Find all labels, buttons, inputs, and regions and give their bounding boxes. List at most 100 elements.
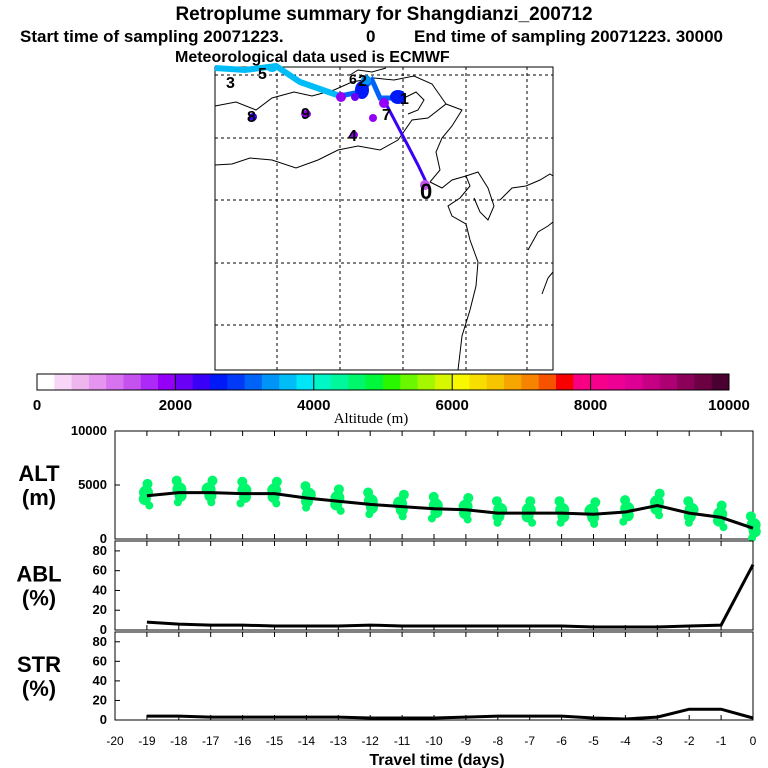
panel-alt: ALT(m) 10000 5000 0 [18, 423, 761, 546]
y-tick-label: 20 [93, 602, 107, 617]
trajectory-label-2: 2 [358, 73, 367, 90]
alt-cluster-point [525, 496, 536, 507]
trajectory-label-9: 9 [301, 106, 310, 123]
plume-trajectory [214, 62, 430, 187]
cluster-marker [390, 90, 406, 104]
panel-abl: ABL(%) 80 60 40 20 0 [16, 540, 755, 637]
y-tick-label: 20 [93, 692, 107, 707]
x-tick-label: 0 [750, 734, 757, 748]
colorbar-cell [538, 374, 557, 390]
colorbar-tick-label: 2000 [159, 397, 192, 414]
colorbar-tick-label: 10000 [708, 397, 750, 414]
trajectory-label-4: 4 [348, 128, 357, 145]
colorbar-cell [677, 374, 695, 390]
colorbar-cell [140, 374, 159, 390]
x-tick-label: -15 [266, 734, 284, 748]
colorbar-tick-labels: 0 2000 4000 6000 8000 10000 [33, 374, 750, 414]
colorbar-cell [158, 374, 176, 390]
colorbar-cell [123, 374, 142, 390]
colorbar-cell [711, 374, 730, 390]
colorbar-cell [625, 374, 643, 390]
cluster-marker [301, 110, 311, 118]
x-tick-label: -11 [394, 734, 411, 748]
alt-cluster-point [398, 489, 409, 500]
colorbar-cells [37, 374, 730, 390]
colorbar-cell [244, 374, 263, 390]
x-tick-label: -19 [138, 734, 156, 748]
x-tick-label: -1 [716, 734, 727, 748]
met-data-line: Meteorological data used is ECMWF [175, 49, 450, 66]
alt-cluster-point [654, 488, 665, 499]
alt-cluster-point [428, 491, 439, 502]
series-line-alt [146, 491, 754, 530]
trajectory-segment-near [383, 101, 430, 187]
colorbar-cell [54, 374, 73, 390]
colorbar: 0 2000 4000 6000 8000 10000 Altitude (m) [33, 373, 750, 427]
cluster-marker [267, 66, 277, 72]
colorbar-cell [521, 374, 540, 390]
cluster-marker [351, 93, 359, 101]
x-tick-label: -4 [620, 734, 631, 748]
cluster-marker [361, 75, 371, 85]
alt-cluster-point [463, 492, 474, 503]
series-line-str [146, 707, 754, 721]
cluster-marker [249, 113, 257, 121]
colorbar-tick-label: 4000 [297, 397, 330, 414]
map-graticule [215, 67, 553, 370]
panel-str: STR(%) 80 60 40 20 0 [17, 631, 754, 727]
colorbar-cell [313, 374, 332, 390]
trajectory-segment-mid [339, 75, 398, 101]
colorbar-cell [400, 374, 419, 390]
map-frame [214, 66, 554, 371]
x-tick-label: -13 [330, 734, 348, 748]
alt-cluster-point [142, 478, 153, 489]
colorbar-tick-label: 0 [33, 397, 41, 414]
x-axis-tick-labels: -20 -19 -18 -17 -16 -15 -14 -13 -12 -11 -10 -9 -8 -7-… [106, 734, 756, 748]
trajectory-label-8: 8 [247, 109, 256, 126]
panel-unit-alt: (m) [22, 485, 56, 510]
cluster-marker [355, 81, 369, 99]
colorbar-cell [227, 374, 246, 390]
alt-cluster-point [491, 496, 502, 507]
y-tick-label: 10000 [71, 423, 107, 438]
colorbar-cell [486, 374, 505, 390]
figure-title: Retroplume summary for Shangdianzi_20071… [175, 4, 592, 25]
alt-cluster-point [363, 487, 374, 498]
alt-cluster-point [207, 475, 218, 486]
cluster-marker [350, 131, 358, 139]
colorbar-cell [348, 374, 367, 390]
colorbar-cell [261, 374, 280, 390]
map-coastlines [214, 67, 554, 371]
y-tick-label: 40 [93, 582, 107, 597]
start-time-value: 0 [366, 27, 375, 46]
colorbar-cell [590, 374, 609, 390]
x-tick-label: -18 [170, 734, 188, 748]
alt-cluster-point [271, 476, 282, 487]
map-panel: 0 1 2 3 4 5 6 7 8 9 [214, 62, 554, 371]
trajectory-day-labels: 0 1 2 3 4 5 6 7 8 9 [226, 66, 432, 204]
cluster-marker [369, 114, 377, 122]
x-tick-label: -2 [684, 734, 695, 748]
colorbar-label: Altitude (m) [334, 411, 409, 427]
x-tick-label: -5 [588, 734, 599, 748]
colorbar-cell [365, 374, 384, 390]
x-tick-label: -16 [234, 734, 252, 748]
colorbar-cell [175, 374, 194, 390]
alt-cluster-point [171, 475, 182, 486]
alt-cluster-point [683, 496, 694, 507]
x-tick-label: -9 [461, 734, 472, 748]
alt-cluster-point [745, 511, 756, 522]
y-tick-label: 80 [93, 543, 107, 558]
colorbar-cell [642, 374, 661, 390]
colorbar-cell [573, 374, 592, 390]
panel-unit-str: (%) [22, 676, 56, 701]
cluster-marker [336, 92, 346, 102]
colorbar-cell [504, 374, 522, 390]
trajectory-label-0: 0 [420, 179, 432, 204]
x-tick-label: -8 [492, 734, 503, 748]
colorbar-cell [279, 374, 297, 390]
start-time-label: Start time of sampling 20071223. [20, 27, 284, 46]
panel-frame [114, 540, 754, 631]
x-tick-label: -10 [425, 734, 443, 748]
